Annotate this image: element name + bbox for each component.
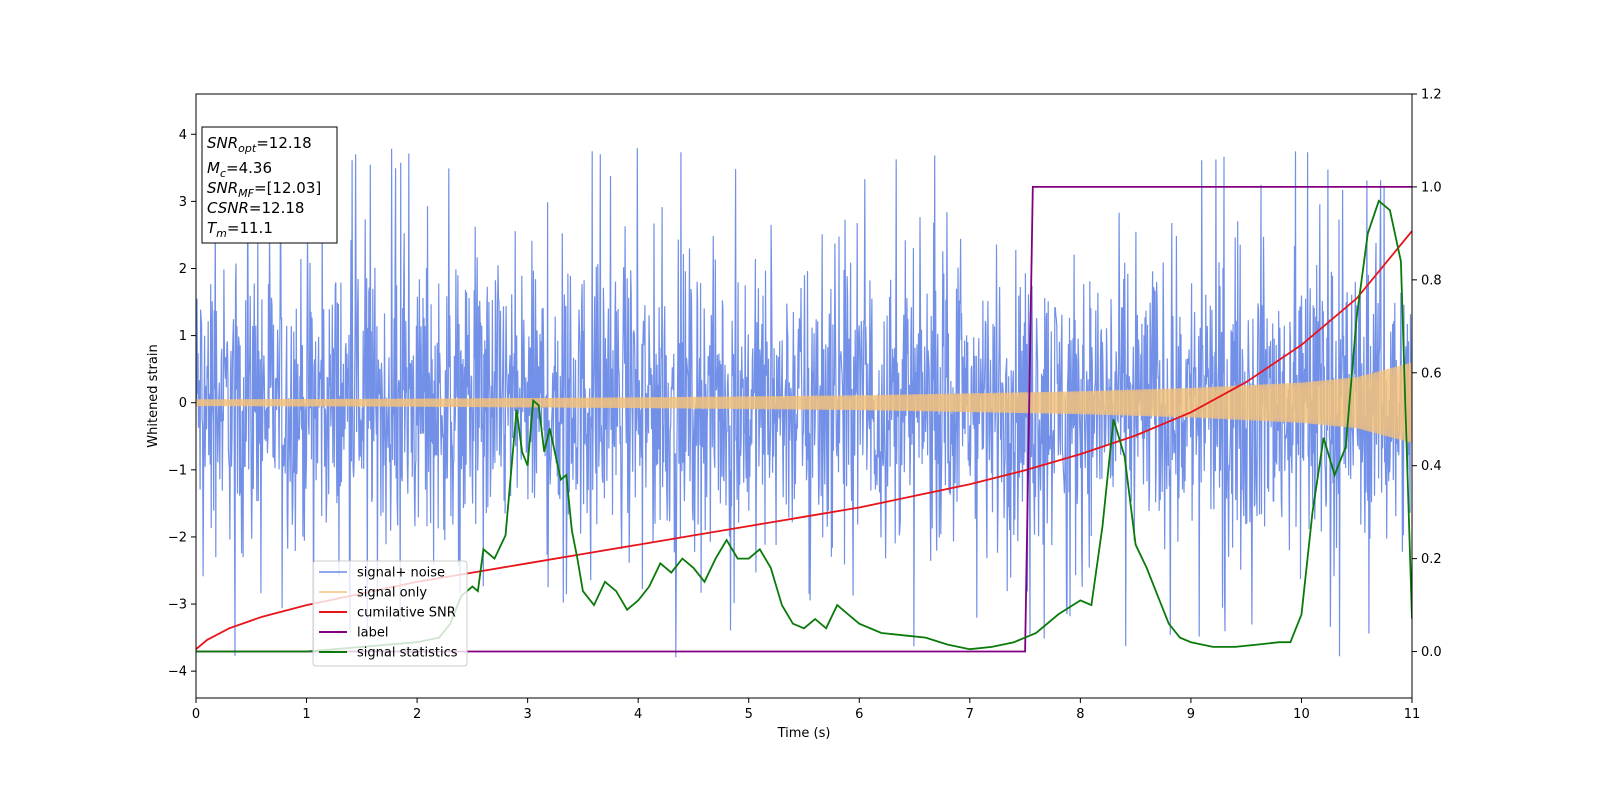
y-tick-label: −2 [168,530,187,545]
y-tick-label: 1 [179,329,187,344]
series-signal-statistics-line [196,199,1412,653]
y-tick-label: −1 [168,463,187,478]
y-tick-label: −4 [168,665,187,680]
axes: 0 1 2 3 4 5 6 7 8 9 10 11 −4 −3 −2 −1 0 1 2 3 4 0.0 0.2 0.4 0.6 0… [168,88,1442,723]
y-right-tick-label: 1.0 [1421,180,1442,195]
y-tick-label: 2 [179,262,187,277]
y-right-tick-label: 0.4 [1421,459,1442,474]
x-axis-label: Time (s) [777,726,831,741]
y-right-tick-label: 0.2 [1421,552,1442,567]
info-line: CSNR=12.18 [207,199,304,217]
series-cumulative-snr-line [196,230,1412,650]
info-line: SNRopt=12.18 [207,134,312,155]
legend-frame [312,560,468,667]
y-right-tick-label: 0.8 [1421,273,1442,288]
series-label-line [196,186,1412,653]
x-tick-label: 5 [745,707,753,722]
x-tick-label: 8 [1076,707,1084,722]
y-tick-label: 0 [179,396,187,411]
y-axis-label: Whitened strain [146,344,161,447]
x-tick-label: 9 [1187,707,1195,722]
info-line: Mc=4.36 [207,159,272,180]
info-line: Tm=11.1 [207,219,273,240]
series-signal-only-line [196,362,1412,443]
y-tick-label: 3 [179,195,187,210]
info-box-frame [201,126,338,244]
legend-entry: label [357,626,388,641]
x-tick-label: 1 [302,707,310,722]
y-tick-label: −3 [168,598,187,613]
plot-frame [195,93,1413,699]
x-tick-label: 11 [1404,707,1421,722]
y-right-tick-label: 0.0 [1421,645,1442,660]
legend-entry: signal only [357,586,427,601]
x-tick-label: 4 [634,707,642,722]
x-tick-label: 3 [523,707,531,722]
y-right-tick-label: 1.2 [1421,88,1442,103]
legend-entry: cumilative SNR [357,606,456,621]
legend-entry: signal+ noise [357,566,445,581]
legend: signal+ noise signal only cumilative SNR la… [312,560,468,667]
x-tick-label: 0 [192,707,200,722]
y-tick-label: 4 [179,128,187,143]
legend-entry: signal statistics [357,646,458,661]
y-right-tick-label: 0.6 [1421,366,1442,381]
x-tick-label: 2 [413,707,421,722]
x-tick-label: 7 [966,707,974,722]
info-line: SNRMF=[12.03] [207,179,321,200]
plot-area [196,148,1412,658]
x-tick-label: 10 [1293,707,1310,722]
info-box: SNRopt=12.18 Mc=4.36SNRMF=[12.03]CSNR=12.… [201,126,338,244]
x-tick-label: 6 [855,707,863,722]
